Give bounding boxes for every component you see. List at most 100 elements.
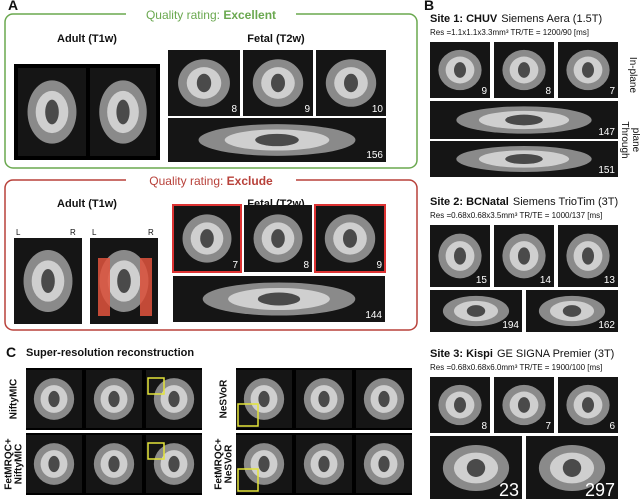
mri-tissue	[116, 99, 130, 125]
through-plane-label: plane	[630, 128, 640, 153]
site-heading: Site 1: CHUV Siemens Aera (1.5T)	[430, 13, 602, 25]
mri-tissue	[344, 73, 358, 93]
slice-number: 23	[499, 480, 519, 499]
resolution: Res =1.1x1.1x3.3mm³ TR/TE = 1200/90 [ms]	[430, 28, 589, 37]
mri-tissue	[318, 390, 330, 408]
mri-tissue	[582, 397, 594, 413]
mri-tissue	[518, 62, 530, 78]
site-name: Site 2: BCNatal	[430, 196, 509, 208]
panel-label: B	[424, 0, 434, 13]
mri-tissue	[168, 390, 180, 408]
roi	[237, 468, 259, 492]
orientation-label: R	[70, 228, 76, 237]
quality-title: Quality rating: Excellent	[146, 8, 276, 22]
mri-tissue	[318, 455, 330, 473]
slice-number: 9	[376, 260, 382, 271]
mri-tissue	[271, 73, 285, 93]
resolution: Res =0.68x0.68x6.0mm³ TR/TE = 1900/100 […	[430, 363, 602, 372]
site-name: Site 3: Kispi	[430, 348, 493, 360]
resolution: Res =0.68x0.68x3.5mm³ TR/TE = 1000/137 […	[430, 211, 602, 220]
mri-tissue	[454, 397, 466, 413]
slice-number: 297	[585, 480, 615, 499]
panel-label: A	[8, 0, 18, 13]
slice-number: 7	[609, 86, 615, 97]
panel-label: C	[6, 344, 16, 360]
scanner: GE SIGNA Premier (3T)	[497, 348, 614, 360]
slice-number: 147	[598, 127, 615, 138]
mri-tissue	[378, 390, 390, 408]
mri-tissue	[378, 455, 390, 473]
in-plane-label: In-plane	[627, 57, 638, 94]
slice-number: 7	[545, 421, 551, 432]
mri-tissue	[562, 459, 582, 477]
slice-number: 8	[545, 86, 551, 97]
site-heading: Site 2: BCNatal Siemens TrioTim (3T)	[430, 196, 618, 208]
mri-tissue	[505, 153, 543, 165]
mri-tissue	[41, 268, 55, 294]
site-name: Site 1: CHUV	[430, 13, 498, 25]
slice-number: 10	[372, 104, 384, 115]
slice-number: 9	[481, 86, 487, 97]
mri-tissue	[466, 459, 486, 477]
slice-number: 151	[598, 165, 615, 176]
slice-number: 6	[609, 421, 615, 432]
slice-number: 15	[476, 275, 488, 286]
method-label: NeSVoR	[224, 444, 235, 483]
roi	[147, 442, 165, 460]
mri-tissue	[258, 390, 270, 408]
scanner: Siemens TrioTim (3T)	[513, 196, 618, 208]
method-label: FetMRQC+	[4, 438, 15, 490]
scanner: Siemens Aera (1.5T)	[501, 13, 602, 25]
mri-tissue	[196, 73, 212, 93]
mri-tissue	[45, 99, 59, 125]
roi	[147, 377, 165, 395]
roi	[237, 403, 259, 427]
orientation-label: L	[92, 228, 97, 237]
slice-number: 7	[232, 260, 238, 271]
orientation-label: R	[148, 228, 154, 237]
mri-tissue	[168, 455, 180, 473]
title-text: Quality rating:	[146, 8, 223, 22]
through-plane-label: Through	[619, 121, 630, 158]
method-label: NiftyMIC	[14, 444, 25, 485]
mri-tissue	[258, 455, 270, 473]
slice-number: 8	[231, 104, 237, 115]
image-border	[172, 204, 242, 273]
panel-title: Super-resolution reconstruction	[26, 347, 194, 359]
slice-number: 8	[303, 260, 309, 271]
mri-tissue	[454, 62, 466, 78]
mri-tissue	[562, 305, 582, 317]
adult-label: Adult (T1w)	[57, 33, 117, 45]
method-label: FetMRQC+	[214, 438, 225, 490]
slice-number: 9	[304, 104, 310, 115]
mri-tissue	[48, 455, 60, 473]
method-label: NeSVoR	[219, 379, 230, 418]
slice-number: 194	[502, 320, 519, 331]
artifact	[140, 258, 152, 316]
image-border	[314, 204, 386, 273]
mri-tissue	[343, 229, 357, 248]
fetal-label: Fetal (T2w)	[247, 33, 305, 45]
mri-tissue	[200, 229, 214, 248]
mri-tissue	[108, 455, 120, 473]
mri-tissue	[257, 292, 301, 306]
slice-number: 144	[365, 310, 382, 321]
artifact	[98, 258, 110, 316]
slice-number: 14	[540, 275, 552, 286]
adult-label: Adult (T1w)	[57, 198, 117, 210]
mri-tissue	[582, 247, 594, 265]
slice-number: 156	[366, 150, 383, 161]
mri-tissue	[271, 229, 285, 248]
site-heading: Site 3: Kispi GE SIGNA Premier (3T)	[430, 348, 614, 360]
rating: Exclude	[227, 174, 273, 188]
mri-tissue	[582, 62, 594, 78]
slice-number: 13	[604, 275, 616, 286]
slice-number: 8	[481, 421, 487, 432]
mri-tissue	[117, 268, 131, 294]
mri-tissue	[255, 133, 299, 147]
quality-title: Quality rating: Exclude	[149, 174, 273, 188]
mri-tissue	[518, 397, 530, 413]
orientation-label: L	[16, 228, 21, 237]
title-text: Quality rating:	[149, 174, 226, 188]
method-label: NiftyMIC	[9, 379, 20, 420]
